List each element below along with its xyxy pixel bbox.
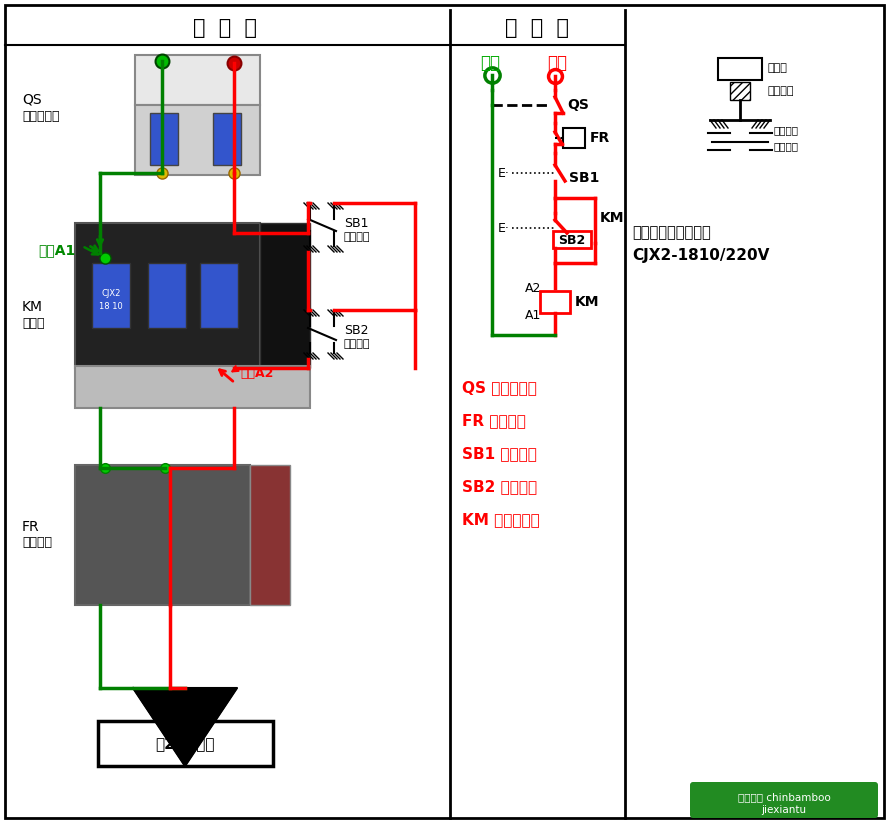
Text: FR: FR [590, 131, 610, 145]
Polygon shape [133, 688, 237, 766]
Bar [135, 105, 260, 175]
Text: 注：交流接触器选用: 注：交流接触器选用 [632, 226, 710, 240]
Bar [92, 263, 130, 328]
Text: QS: QS [22, 92, 42, 106]
Bar [553, 231, 591, 248]
Text: SB2: SB2 [558, 234, 586, 247]
Bar [75, 465, 250, 605]
Bar [148, 263, 186, 328]
Text: 零线: 零线 [480, 54, 500, 72]
Text: CJX2: CJX2 [101, 289, 121, 297]
Text: A1: A1 [525, 309, 541, 322]
Text: KM 交流接触器: KM 交流接触器 [462, 513, 540, 528]
Text: E·: E· [498, 166, 510, 179]
Text: SB2: SB2 [344, 323, 369, 337]
Text: FR: FR [22, 520, 40, 534]
Bar [250, 465, 290, 605]
Text: SB2 启动按钮: SB2 启动按钮 [462, 480, 537, 495]
Bar [75, 223, 260, 368]
Text: 火线: 火线 [547, 54, 567, 72]
Text: jiexiantu: jiexiantu [762, 805, 806, 815]
Text: 线圈A2: 线圈A2 [240, 366, 274, 379]
Text: SB1 停止按钮: SB1 停止按钮 [462, 447, 537, 462]
Text: FR 热继电器: FR 热继电器 [462, 413, 526, 429]
Text: 接触器: 接触器 [22, 317, 44, 329]
Text: KM: KM [600, 211, 624, 225]
Text: QS: QS [567, 98, 589, 112]
Bar [75, 366, 310, 408]
Text: 线圈A1: 线圈A1 [38, 243, 76, 257]
Text: 停止按钮: 停止按钮 [344, 232, 371, 242]
Bar [135, 55, 260, 105]
Bar [98, 721, 273, 766]
Bar [563, 128, 585, 148]
Bar [200, 263, 238, 328]
Text: SB1: SB1 [344, 216, 369, 230]
Text: A2: A2 [525, 281, 541, 295]
Text: SB1: SB1 [569, 171, 599, 185]
Text: 接220电机: 接220电机 [156, 737, 215, 751]
Text: QS 空气断路器: QS 空气断路器 [462, 380, 537, 396]
FancyBboxPatch shape [690, 782, 878, 818]
Bar [260, 223, 310, 368]
Text: 复位弹簧: 复位弹簧 [768, 86, 795, 96]
Text: 按钮帽: 按钮帽 [768, 63, 788, 73]
Text: 百度知道 chinbamboo: 百度知道 chinbamboo [738, 792, 830, 802]
Text: 18 10: 18 10 [100, 301, 123, 310]
Text: 热继电器: 热继电器 [22, 537, 52, 550]
Text: 常闭触头: 常闭触头 [774, 125, 799, 135]
Text: KM: KM [575, 295, 599, 309]
Text: KM: KM [22, 300, 43, 314]
Bar [540, 291, 570, 313]
Text: CJX2-1810/220V: CJX2-1810/220V [632, 248, 769, 263]
Text: 空气断路器: 空气断路器 [22, 109, 60, 123]
Bar [150, 113, 178, 165]
Text: E·: E· [498, 221, 510, 235]
Bar [718, 58, 762, 80]
Text: 常开触头: 常开触头 [774, 141, 799, 151]
Text: 实  物  图: 实 物 图 [193, 18, 257, 38]
Bar [213, 113, 241, 165]
Text: 原  理  图: 原 理 图 [505, 18, 569, 38]
Text: 启动按钮: 启动按钮 [344, 339, 371, 349]
Bar [730, 82, 750, 100]
